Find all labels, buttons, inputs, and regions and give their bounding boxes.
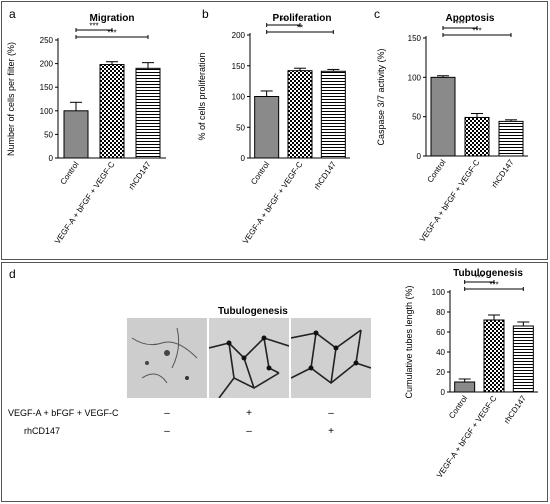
panel-c-label: c	[374, 7, 380, 21]
y-axis-label: % of cells proliferation	[197, 52, 207, 140]
bar-2	[135, 67, 161, 159]
chart-title: Proliferation	[273, 13, 332, 24]
x-tick-label: Control	[425, 158, 447, 184]
y-tick-label: 60	[436, 328, 445, 337]
sig-label: **	[280, 17, 286, 26]
top-panel-frame	[1, 1, 548, 260]
chart-title: Migration	[90, 13, 135, 24]
bar-2	[512, 325, 534, 393]
x-tick-label: rhCD147	[312, 160, 338, 192]
bar-2	[498, 120, 524, 157]
y-tick-label: 150	[40, 83, 54, 92]
condition-mark: –	[328, 408, 334, 419]
proliferation-chart: Proliferation % of cells proliferation 0 50…	[197, 13, 350, 246]
condition-mark: +	[246, 408, 252, 419]
x-tick-label: rhCD147	[490, 158, 516, 190]
condition-mark: –	[164, 408, 170, 419]
bar-1	[464, 116, 490, 157]
sig-label: ***	[489, 281, 498, 290]
bar-0	[454, 381, 476, 393]
sig-label: ***	[89, 22, 98, 31]
x-tick-label: VEGF-A + bFGF + VEGF-C	[241, 160, 305, 246]
sig-label: ***	[107, 29, 116, 38]
y-tick-label: 250	[40, 36, 54, 45]
y-axis-label: Caspase 3/7 activity (%)	[376, 48, 386, 145]
x-tick-label: rhCD147	[502, 394, 528, 426]
bar-1	[483, 319, 505, 393]
micrograph-title: Tubulogenesis	[218, 306, 288, 317]
sig-label: **	[297, 24, 303, 33]
condition-mark: +	[328, 426, 334, 437]
chart-title: Tubulogenesis	[453, 268, 523, 279]
y-tick-label: 0	[417, 152, 422, 161]
bar-0	[254, 96, 280, 159]
bar-2	[320, 70, 346, 159]
x-tick-label: Control	[58, 160, 80, 186]
y-tick-label: 100	[232, 93, 246, 102]
x-tick-label: VEGF-A + bFGF + VEGF-C	[53, 160, 117, 246]
sig-label: ***	[455, 20, 464, 29]
panel-d-label: d	[9, 267, 16, 281]
y-tick-label: 50	[236, 123, 245, 132]
y-tick-label: 0	[441, 388, 446, 397]
apoptosis-chart: Apoptosis Caspase 3/7 activity (%) 0 50 100 1…	[376, 13, 528, 244]
condition-label-rhcd147: rhCD147	[24, 426, 61, 436]
bar-0	[430, 76, 456, 157]
y-tick-label: 20	[436, 368, 445, 377]
y-tick-label: 200	[232, 31, 246, 40]
x-tick-label: Control	[447, 394, 469, 420]
y-tick-label: 50	[412, 113, 421, 122]
condition-mark: –	[164, 426, 170, 437]
y-tick-label: 80	[436, 308, 445, 317]
condition-label-vegf: VEGF-A + bFGF + VEGF-C	[8, 408, 119, 418]
y-axis-label: Number of cells per filter (%)	[6, 42, 16, 156]
micrograph-rhcd147	[291, 318, 371, 398]
panel-b-label: b	[202, 7, 209, 21]
condition-mark: –	[246, 426, 252, 437]
bar-0	[63, 110, 89, 159]
migration-chart: Migration Number of cells per filter (%) 0…	[6, 13, 166, 246]
tubulogenesis-chart: Tubulogenesis Cumulative tubes length (%)…	[404, 268, 538, 480]
y-tick-label: 150	[408, 34, 422, 43]
panel-a-label: a	[9, 7, 16, 21]
sig-label: ***	[472, 27, 481, 36]
bottom-panel-frame	[1, 262, 548, 502]
y-tick-label: 0	[241, 154, 246, 163]
sig-label: ***	[475, 274, 484, 283]
y-tick-label: 0	[49, 154, 54, 163]
y-tick-label: 40	[436, 348, 445, 357]
bar-1	[99, 64, 125, 159]
micrograph-vegf-bfgf-vegfc	[209, 318, 289, 398]
x-tick-label: VEGF-A + bFGF + VEGF-C	[418, 158, 482, 244]
chart-title: Apoptosis	[446, 13, 495, 24]
x-tick-label: rhCD147	[127, 160, 153, 192]
y-tick-label: 100	[40, 107, 54, 116]
x-tick-label: VEGF-A + bFGF + VEGF-C	[435, 394, 499, 480]
micrograph-control	[127, 318, 207, 398]
y-tick-label: 100	[432, 288, 446, 297]
bar-1	[287, 70, 313, 159]
y-tick-label: 100	[408, 73, 422, 82]
y-tick-label: 150	[232, 62, 246, 71]
y-tick-label: 50	[44, 130, 53, 139]
y-tick-label: 200	[40, 60, 54, 69]
x-tick-label: Control	[249, 160, 271, 186]
y-axis-label: Cumulative tubes length (%)	[404, 285, 414, 398]
